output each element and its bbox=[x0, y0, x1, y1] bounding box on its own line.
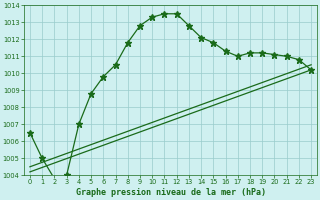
X-axis label: Graphe pression niveau de la mer (hPa): Graphe pression niveau de la mer (hPa) bbox=[76, 188, 266, 197]
